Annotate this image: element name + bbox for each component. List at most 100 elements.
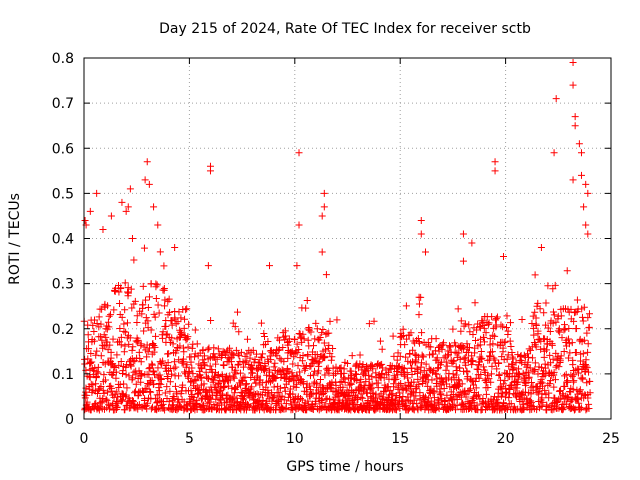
data-point (141, 384, 149, 392)
data-point (276, 354, 284, 362)
data-point (485, 319, 493, 327)
data-point (213, 405, 221, 413)
data-point (187, 387, 195, 395)
data-point (583, 329, 591, 337)
data-point (413, 400, 421, 408)
data-point (584, 314, 592, 322)
data-point (470, 389, 478, 397)
data-point (127, 362, 135, 370)
data-point (433, 354, 441, 362)
axis-ticks: 0 5 10 15 20 25 0 0.1 0.2 0.3 0.4 0.5 0.6 0.7 0.8 (52, 51, 620, 447)
data-point (258, 379, 266, 387)
data-point (510, 364, 518, 372)
data-point-outlier (571, 122, 579, 130)
data-point (189, 370, 197, 378)
data-point (129, 358, 137, 366)
data-point (475, 391, 483, 399)
data-point (264, 337, 272, 345)
data-point (460, 355, 468, 363)
data-point (409, 346, 417, 354)
data-point (540, 309, 548, 317)
chart-title: Day 215 of 2024, Rate Of TEC Index for r… (159, 21, 531, 37)
data-point (440, 385, 448, 393)
data-point (306, 382, 314, 390)
data-point (213, 355, 221, 363)
data-point (528, 398, 536, 406)
data-point (476, 324, 484, 332)
data-point (498, 390, 506, 398)
data-point (531, 365, 539, 373)
data-point (322, 330, 330, 338)
data-point (450, 357, 458, 365)
data-point (161, 302, 169, 310)
data-point (252, 379, 260, 387)
data-point (576, 386, 584, 394)
data-point (531, 271, 539, 279)
data-point (167, 370, 175, 378)
data-point (488, 362, 496, 370)
data-point (325, 329, 333, 337)
data-point (509, 355, 517, 363)
data-point (579, 375, 587, 383)
data-point (460, 345, 468, 353)
data-point (579, 350, 587, 358)
data-point (560, 348, 568, 356)
data-point (100, 371, 108, 379)
data-point (219, 361, 227, 369)
data-point (527, 397, 535, 405)
data-point (315, 362, 323, 370)
data-point (235, 328, 243, 336)
data-point (492, 315, 500, 323)
data-point (160, 284, 168, 292)
data-point (565, 335, 573, 343)
data-point (122, 371, 130, 379)
data-point (471, 378, 479, 386)
data-point (557, 352, 565, 360)
data-point (457, 317, 465, 325)
data-point (583, 364, 591, 372)
data-point (115, 384, 123, 392)
data-point (169, 340, 177, 348)
data-point (568, 339, 576, 347)
data-point (482, 390, 490, 398)
data-point (121, 306, 129, 314)
data-point (109, 335, 117, 343)
data-point (551, 376, 559, 384)
data-point-outlier (206, 167, 214, 175)
data-point (198, 365, 206, 373)
data-point (306, 372, 314, 380)
data-point (542, 299, 550, 307)
data-point (530, 331, 538, 339)
data-point (458, 342, 466, 350)
data-point (502, 384, 510, 392)
data-point (488, 348, 496, 356)
data-point-outlier (318, 248, 326, 256)
data-point (258, 354, 266, 362)
data-point (94, 363, 102, 371)
data-point (90, 327, 98, 335)
data-point (339, 383, 347, 391)
data-point (258, 400, 266, 408)
data-point (545, 389, 553, 397)
data-point (478, 354, 486, 362)
data-point (136, 354, 144, 362)
data-point (176, 402, 184, 410)
data-point (214, 345, 222, 353)
x-tick-label: 20 (497, 431, 515, 447)
data-point (246, 354, 254, 362)
data-point (166, 308, 174, 316)
data-point (93, 320, 101, 328)
data-point (576, 405, 584, 413)
data-point (293, 349, 301, 357)
data-point (449, 370, 457, 378)
data-point (117, 357, 125, 365)
data-point (97, 382, 105, 390)
data-point (274, 346, 282, 354)
x-axis-label: GPS time / hours (286, 459, 403, 475)
data-point (205, 374, 213, 382)
data-point (181, 315, 189, 323)
data-point (173, 406, 181, 414)
data-point (148, 376, 156, 384)
data-point (548, 406, 556, 414)
data-point (562, 370, 570, 378)
